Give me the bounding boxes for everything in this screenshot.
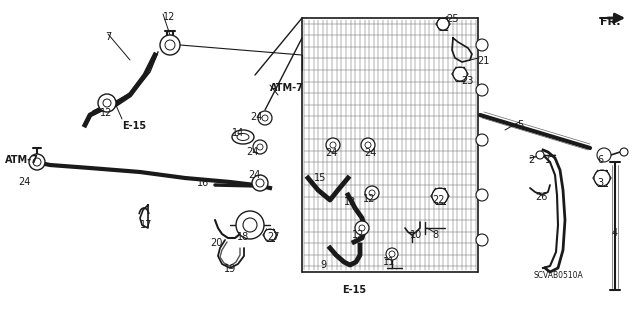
Circle shape bbox=[256, 179, 264, 187]
Text: 3: 3 bbox=[597, 178, 603, 188]
Circle shape bbox=[536, 151, 544, 159]
Text: 18: 18 bbox=[237, 232, 249, 242]
Circle shape bbox=[437, 18, 449, 30]
Circle shape bbox=[326, 138, 340, 152]
Text: 12: 12 bbox=[163, 12, 175, 22]
Text: 24: 24 bbox=[325, 148, 337, 158]
Text: 12: 12 bbox=[363, 194, 376, 204]
Circle shape bbox=[389, 251, 395, 257]
Circle shape bbox=[594, 170, 610, 186]
Circle shape bbox=[355, 221, 369, 235]
Text: 11: 11 bbox=[383, 257, 396, 267]
Text: 2: 2 bbox=[528, 155, 534, 165]
Text: 22: 22 bbox=[432, 195, 445, 205]
Text: 24: 24 bbox=[246, 147, 259, 157]
Text: 7: 7 bbox=[105, 32, 111, 42]
Circle shape bbox=[330, 142, 336, 148]
Text: 20: 20 bbox=[210, 238, 222, 248]
Circle shape bbox=[264, 229, 276, 241]
Circle shape bbox=[476, 39, 488, 51]
Text: 9: 9 bbox=[320, 260, 326, 270]
Text: 1: 1 bbox=[545, 155, 551, 165]
Text: 24: 24 bbox=[248, 170, 260, 180]
Circle shape bbox=[243, 218, 257, 232]
Text: 17: 17 bbox=[140, 220, 152, 230]
Circle shape bbox=[160, 35, 180, 55]
Text: 12: 12 bbox=[352, 230, 364, 240]
Text: 26: 26 bbox=[535, 192, 547, 202]
Text: ATM-7: ATM-7 bbox=[270, 83, 304, 93]
Text: 23: 23 bbox=[461, 76, 474, 86]
Text: 14: 14 bbox=[232, 128, 244, 138]
Circle shape bbox=[476, 234, 488, 246]
Text: ATM-7: ATM-7 bbox=[5, 155, 39, 165]
Circle shape bbox=[29, 154, 45, 170]
Circle shape bbox=[98, 94, 116, 112]
Circle shape bbox=[361, 138, 375, 152]
Circle shape bbox=[33, 158, 41, 166]
Text: 25: 25 bbox=[446, 14, 458, 24]
Text: FR.: FR. bbox=[600, 17, 621, 27]
Circle shape bbox=[476, 134, 488, 146]
Circle shape bbox=[476, 189, 488, 201]
Circle shape bbox=[476, 84, 488, 96]
Circle shape bbox=[365, 186, 379, 200]
Text: E-15: E-15 bbox=[342, 285, 366, 295]
Circle shape bbox=[386, 248, 398, 260]
Circle shape bbox=[252, 175, 268, 191]
Text: E-15: E-15 bbox=[122, 121, 146, 131]
Circle shape bbox=[597, 148, 611, 162]
Text: 19: 19 bbox=[224, 264, 236, 274]
Circle shape bbox=[165, 40, 175, 50]
Text: 24: 24 bbox=[364, 148, 376, 158]
Circle shape bbox=[453, 67, 467, 81]
Text: 24: 24 bbox=[18, 177, 30, 187]
Circle shape bbox=[103, 99, 111, 107]
Text: 27: 27 bbox=[267, 232, 280, 242]
Text: 10: 10 bbox=[410, 230, 422, 240]
Circle shape bbox=[620, 148, 628, 156]
Circle shape bbox=[253, 140, 267, 154]
Text: SCVAB0510A: SCVAB0510A bbox=[533, 271, 583, 280]
Text: 21: 21 bbox=[477, 56, 490, 66]
Text: 16: 16 bbox=[197, 178, 209, 188]
Circle shape bbox=[236, 211, 264, 239]
Circle shape bbox=[365, 142, 371, 148]
Text: 8: 8 bbox=[432, 230, 438, 240]
Circle shape bbox=[258, 111, 272, 125]
Circle shape bbox=[359, 225, 365, 231]
Text: 24: 24 bbox=[250, 112, 262, 122]
Text: 5: 5 bbox=[517, 120, 524, 130]
Text: 13: 13 bbox=[344, 197, 356, 207]
Text: 4: 4 bbox=[612, 228, 618, 238]
Circle shape bbox=[432, 188, 448, 204]
Circle shape bbox=[262, 115, 268, 121]
Text: 6: 6 bbox=[597, 155, 603, 165]
Text: 15: 15 bbox=[314, 173, 326, 183]
Circle shape bbox=[257, 144, 263, 150]
Circle shape bbox=[369, 190, 375, 196]
Text: 12: 12 bbox=[100, 108, 113, 118]
